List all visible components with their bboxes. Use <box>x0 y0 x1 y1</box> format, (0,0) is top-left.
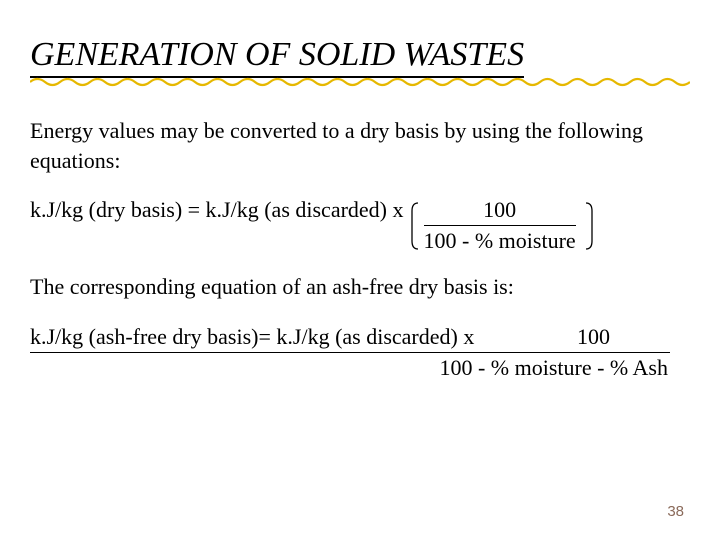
eq2-left: k.J/kg (ash-free dry basis)= k.J/kg (as … <box>30 324 474 350</box>
slide-title: GENERATION OF SOLID WASTES <box>30 36 524 78</box>
intro-paragraph: Energy values may be converted to a dry … <box>30 116 690 175</box>
equation-2: k.J/kg (ash-free dry basis)= k.J/kg (as … <box>30 324 690 381</box>
equation-1: k.J/kg (dry basis) = k.J/kg (as discarde… <box>30 197 690 254</box>
eq2-denominator: 100 - % moisture - % Ash <box>30 355 670 381</box>
wavy-underline <box>30 80 690 90</box>
bracket-icon <box>410 195 596 257</box>
eq1-left: k.J/kg (dry basis) = k.J/kg (as discarde… <box>30 197 404 223</box>
eq1-fraction: 100 100 - % moisture <box>410 197 586 254</box>
page-number: 38 <box>667 503 684 520</box>
eq2-numerator: 100 <box>577 324 670 350</box>
mid-paragraph: The corresponding equation of an ash-fre… <box>30 272 690 302</box>
